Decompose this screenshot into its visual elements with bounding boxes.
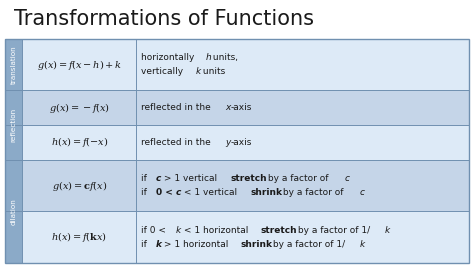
Bar [22,90,469,125]
Text: reflected in the: reflected in the [141,103,213,112]
Text: reflection: reflection [10,108,17,142]
Text: vertically: vertically [141,67,186,76]
Text: horizontally: horizontally [141,53,197,62]
Text: stretch: stretch [260,226,297,235]
Bar [5,39,22,90]
Text: > 1 vertical: > 1 vertical [161,174,220,183]
Text: $g(x) = -f(x)$: $g(x) = -f(x)$ [49,101,110,115]
Text: Transformations of Functions: Transformations of Functions [14,9,314,29]
Text: by a factor of: by a factor of [265,174,331,183]
Bar [5,90,22,160]
Text: if: if [141,174,150,183]
Text: -axis: -axis [230,138,252,147]
Bar [22,39,469,90]
Text: k: k [176,226,181,235]
Text: c: c [156,174,161,183]
Bar [22,211,469,263]
Text: h: h [205,53,211,62]
Text: reflected in the: reflected in the [141,138,213,147]
Text: dilation: dilation [10,198,17,225]
Text: 0 <: 0 < [156,188,176,197]
Text: by a factor of: by a factor of [280,188,346,197]
Text: by a factor of 1/: by a factor of 1/ [295,226,370,235]
Text: > 1 horizontal: > 1 horizontal [161,240,231,249]
Text: $g(x) = f(x - h) + k$: $g(x) = f(x - h) + k$ [36,57,122,72]
Text: $g(x) = \mathbf{c}f(x)$: $g(x) = \mathbf{c}f(x)$ [52,178,107,193]
Text: stretch: stretch [230,174,267,183]
Text: y: y [225,138,231,147]
Text: k: k [195,67,201,76]
Bar [5,160,22,263]
Text: translation: translation [10,45,17,84]
Text: shrink: shrink [240,240,272,249]
Text: shrink: shrink [250,188,282,197]
Bar [22,160,469,211]
Bar [5,39,469,263]
Bar [22,125,469,160]
Text: units,: units, [210,53,238,62]
Text: < 1 horizontal: < 1 horizontal [181,226,251,235]
Text: k: k [156,240,162,249]
Text: units: units [201,67,226,76]
Text: x: x [225,103,231,112]
Text: k: k [384,226,390,235]
Text: $h(x) = f(-x)$: $h(x) = f(-x)$ [51,135,108,149]
Text: $h(x) = f(\mathbf{k}x)$: $h(x) = f(\mathbf{k}x)$ [51,230,107,244]
Text: by a factor of 1/: by a factor of 1/ [270,240,345,249]
Text: < 1 vertical: < 1 vertical [181,188,240,197]
Text: c: c [345,174,349,183]
Text: if: if [141,188,150,197]
Text: c: c [176,188,181,197]
Text: -axis: -axis [230,103,252,112]
Text: k: k [359,240,365,249]
Text: if: if [141,240,150,249]
Text: if 0 <: if 0 < [141,226,169,235]
Text: c: c [359,188,365,197]
